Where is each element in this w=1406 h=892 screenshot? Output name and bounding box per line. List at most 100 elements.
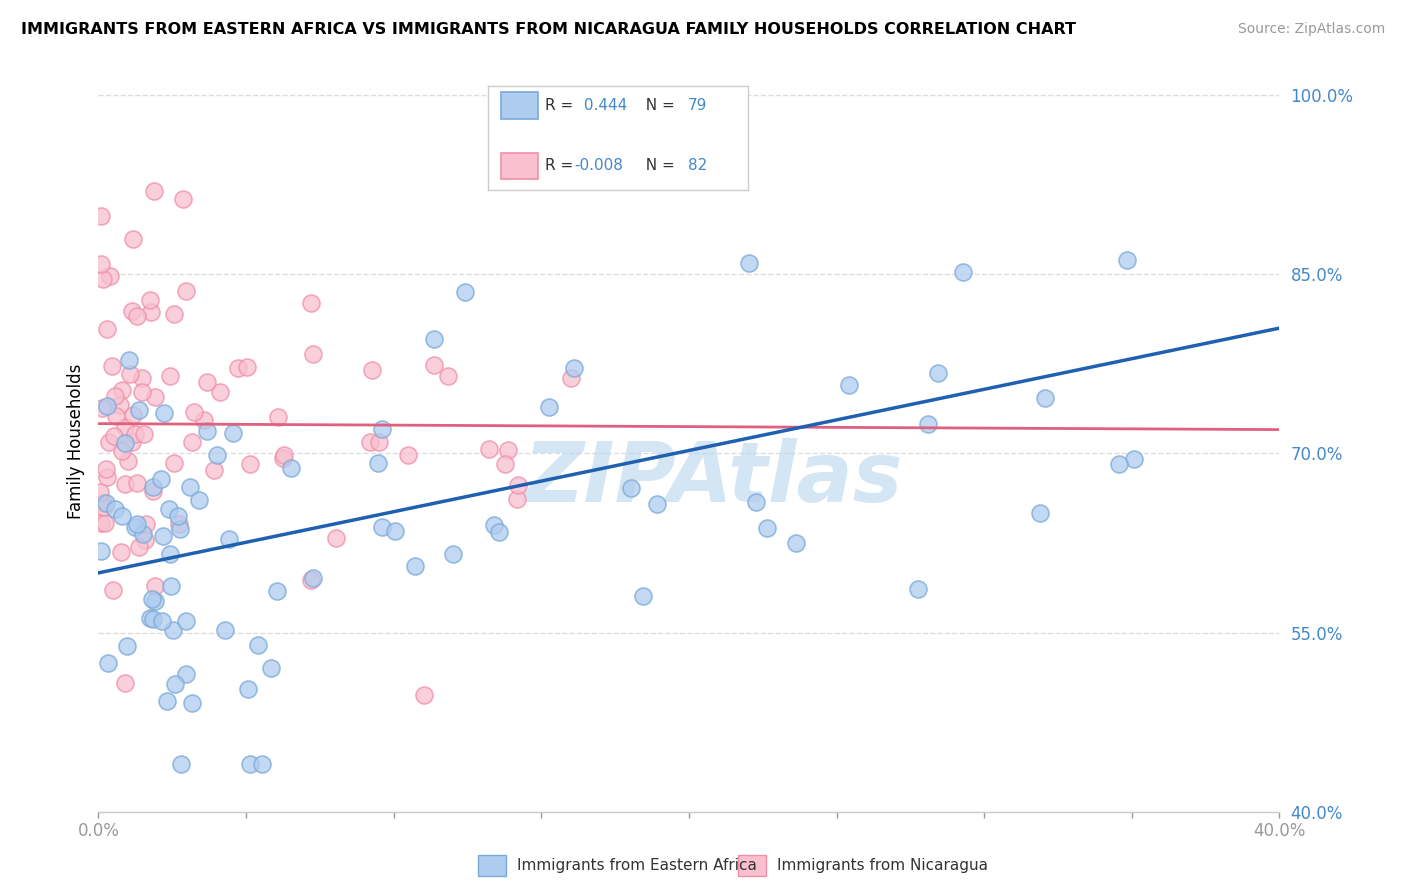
Point xyxy=(91,401,114,415)
Point xyxy=(131,385,153,400)
Point xyxy=(252,756,274,771)
Point xyxy=(101,359,124,373)
Point xyxy=(187,493,209,508)
Point xyxy=(150,614,173,628)
Point xyxy=(142,612,165,626)
Point xyxy=(478,442,501,457)
Point xyxy=(128,403,150,417)
Point xyxy=(142,480,165,494)
Point xyxy=(620,481,643,495)
Point xyxy=(423,332,446,346)
Point xyxy=(1033,391,1056,405)
Point xyxy=(423,358,446,372)
Point xyxy=(163,307,186,321)
Point xyxy=(134,533,156,547)
Point xyxy=(179,479,201,493)
Point xyxy=(437,369,460,384)
Point xyxy=(124,520,146,534)
Point xyxy=(247,638,270,652)
Point xyxy=(169,522,191,536)
Point xyxy=(538,400,561,414)
Point xyxy=(620,164,643,178)
Point xyxy=(155,694,177,708)
Point xyxy=(494,457,516,471)
Point xyxy=(96,496,118,510)
Point xyxy=(1116,253,1139,268)
Point xyxy=(103,429,125,443)
Point xyxy=(180,435,202,450)
Point xyxy=(93,516,115,530)
Point xyxy=(174,284,197,298)
Point xyxy=(260,661,283,675)
Point xyxy=(121,434,143,449)
Point xyxy=(927,366,949,380)
Point xyxy=(169,517,191,532)
Point xyxy=(90,209,112,223)
Point xyxy=(226,361,249,376)
Point xyxy=(631,589,654,603)
Point xyxy=(413,688,436,702)
Point xyxy=(785,535,807,549)
Point xyxy=(647,497,669,511)
Point xyxy=(153,407,176,421)
Point xyxy=(271,451,294,466)
Point xyxy=(174,666,197,681)
Point xyxy=(755,521,778,535)
Point xyxy=(145,579,167,593)
Point xyxy=(111,508,134,523)
Point xyxy=(202,463,225,477)
Point xyxy=(159,547,181,561)
Point xyxy=(174,614,197,628)
Point xyxy=(114,477,136,491)
Point xyxy=(97,656,120,670)
Point xyxy=(111,383,134,397)
Point xyxy=(562,360,585,375)
Text: Source: ZipAtlas.com: Source: ZipAtlas.com xyxy=(1237,22,1385,37)
Point xyxy=(222,426,245,441)
Point xyxy=(145,390,167,404)
Point xyxy=(121,303,143,318)
Point xyxy=(172,192,194,206)
Point xyxy=(370,422,392,436)
Point xyxy=(90,257,112,271)
Point xyxy=(360,362,382,376)
Point xyxy=(124,427,146,442)
Text: ZIPAtlas: ZIPAtlas xyxy=(523,438,903,519)
Point xyxy=(745,495,768,509)
Point xyxy=(101,582,124,597)
Point xyxy=(132,527,155,541)
Point xyxy=(108,398,131,412)
Point xyxy=(273,448,295,462)
Point xyxy=(907,582,929,596)
Point xyxy=(488,525,510,540)
Point xyxy=(1108,458,1130,472)
Point xyxy=(114,420,136,434)
Y-axis label: Family Households: Family Households xyxy=(66,364,84,519)
Point xyxy=(506,491,529,506)
Point xyxy=(143,184,166,198)
Point xyxy=(125,309,148,323)
Point xyxy=(115,640,138,654)
Point xyxy=(114,436,136,450)
Point xyxy=(266,409,288,424)
Point xyxy=(142,484,165,499)
Point xyxy=(484,518,506,533)
Point xyxy=(218,532,240,546)
Point xyxy=(91,272,114,286)
Point xyxy=(128,540,150,554)
Point xyxy=(214,624,236,638)
Point xyxy=(280,460,302,475)
Point xyxy=(560,371,582,385)
Point xyxy=(121,409,143,423)
Point xyxy=(121,232,143,246)
Point xyxy=(359,435,381,450)
Point xyxy=(266,583,288,598)
Point xyxy=(367,456,389,470)
Bar xyxy=(478,855,506,876)
Point xyxy=(141,592,163,607)
Point xyxy=(1028,506,1050,520)
Point xyxy=(239,756,262,771)
Point xyxy=(302,571,325,585)
Point xyxy=(125,475,148,490)
Point xyxy=(159,369,181,384)
